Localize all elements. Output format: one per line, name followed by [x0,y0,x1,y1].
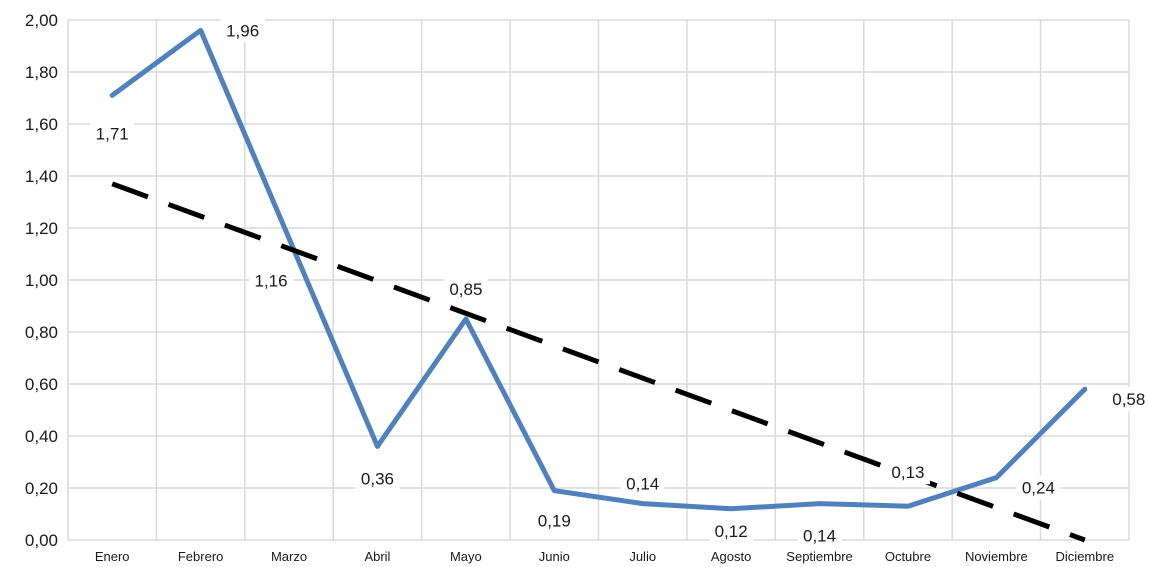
data-label-bg [885,460,930,485]
x-tick-label: Junio [539,549,570,564]
data-label: 0,24 [1022,479,1055,498]
series-layer [109,27,1088,512]
data-label-bg [797,523,842,548]
x-tick-label: Noviembre [965,549,1028,564]
data-label-bg [620,471,665,496]
y-tick-label: 1,40 [25,167,58,186]
data-label: 0,12 [715,522,748,541]
y-tick-label: 1,20 [25,219,58,238]
data-label-bg [1106,387,1149,412]
data-label: 0,14 [626,475,659,494]
series-line [109,27,1088,512]
y-tick-label: 2,00 [25,11,58,30]
data-label: 1,71 [96,124,129,143]
x-tick-label: Febrero [178,549,224,564]
data-label-bg [443,277,488,301]
data-label-bg [709,518,754,543]
x-tick-label: Abril [364,549,390,564]
data-label: 0,58 [1112,390,1145,409]
data-label: 0,36 [361,469,394,488]
data-label-bg [90,121,135,146]
y-tick-label: 0,60 [25,375,58,394]
x-tick-label: Diciembre [1056,549,1115,564]
x-tick-label: Marzo [271,549,307,564]
y-axis-ticks: 0,00 0,20 0,40 0,60 0,80 1,00 1,20 1,40 1,60 1,80… [25,11,58,550]
x-tick-label: Agosto [711,549,751,564]
data-labels: 1,71 1,96 1,16 0,36 0,85 0,19 0,14 0,12 0,14 0,13… [90,18,1149,548]
data-label-bg [1016,475,1061,500]
data-label: 0,14 [803,527,836,546]
x-tick-label: Septiembre [786,549,852,564]
y-tick-label: 0,00 [25,531,58,550]
data-label: 1,16 [254,271,287,290]
y-tick-label: 1,60 [25,115,58,134]
y-tick-label: 0,40 [25,427,58,446]
x-tick-label: Julio [629,549,656,564]
data-label: 0,13 [891,463,924,482]
data-label-bg [220,18,265,43]
data-label: 0,19 [538,512,571,531]
data-label-bg [532,508,577,533]
x-tick-label: Octubre [885,549,931,564]
data-label-bg [249,268,294,293]
data-label: 1,96 [226,21,259,40]
y-tick-label: 1,00 [25,271,58,290]
data-label: 0,85 [449,280,482,299]
data-label-bg [355,466,400,491]
y-tick-label: 0,80 [25,323,58,342]
y-tick-label: 1,80 [25,63,58,82]
x-tick-label: Mayo [450,549,482,564]
x-tick-label: Enero [95,549,130,564]
y-tick-label: 0,20 [25,479,58,498]
x-axis-ticks: Enero Febrero Marzo Abril Mayo Junio Julio Agos… [95,549,1114,564]
